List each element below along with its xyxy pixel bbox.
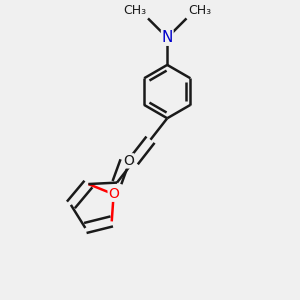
- Text: O: O: [108, 187, 119, 201]
- Text: O: O: [123, 154, 134, 168]
- Text: N: N: [162, 30, 173, 45]
- Text: CH₃: CH₃: [188, 4, 211, 17]
- Text: CH₃: CH₃: [123, 4, 147, 17]
